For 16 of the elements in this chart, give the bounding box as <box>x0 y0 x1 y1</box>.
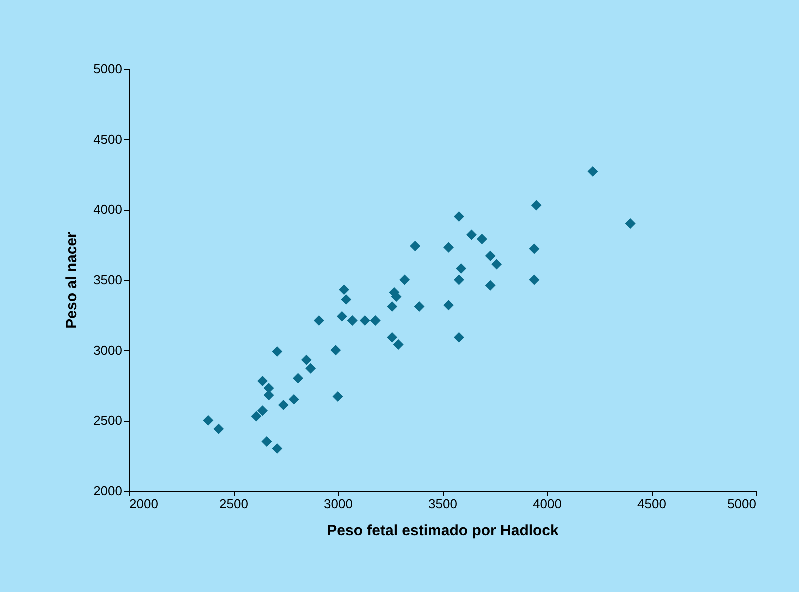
y-axis-title: Peso al nacer <box>64 232 81 329</box>
x-tick-label: 5000 <box>728 496 756 512</box>
x-tick-label: 4500 <box>638 496 666 512</box>
x-tick-label: 3500 <box>428 496 458 512</box>
x-tick-label: 2500 <box>220 496 248 512</box>
y-tick-label: 2000 <box>94 484 122 498</box>
y-tick-label: 5000 <box>94 62 122 76</box>
x-tick-label: 4000 <box>533 496 562 512</box>
x-tick-label: 3000 <box>324 496 353 512</box>
y-tick-label: 2500 <box>94 413 122 428</box>
y-tick-label: 3000 <box>94 342 122 358</box>
y-tick-label: 3500 <box>94 272 122 288</box>
y-tick-label: 4500 <box>94 132 122 147</box>
y-tick-label: 4000 <box>94 202 122 218</box>
x-tick-label: 2000 <box>130 496 158 512</box>
x-axis-title: Peso fetal estimado por Hadlock <box>327 522 560 540</box>
